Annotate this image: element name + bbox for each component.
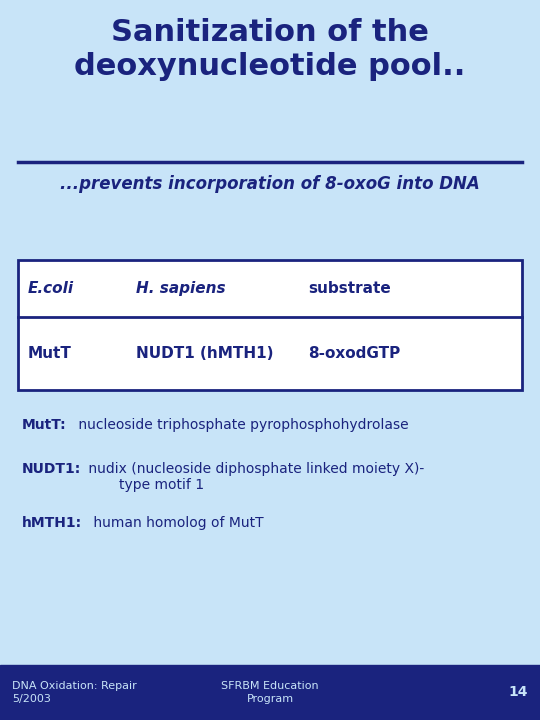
Text: MutT: MutT	[28, 346, 72, 361]
Text: nucleoside triphosphate pyrophosphohydrolase: nucleoside triphosphate pyrophosphohydro…	[74, 418, 409, 432]
Text: 14: 14	[509, 685, 528, 700]
Text: human homolog of MutT: human homolog of MutT	[89, 516, 264, 530]
Text: 8-oxodGTP: 8-oxodGTP	[308, 346, 400, 361]
Text: H. sapiens: H. sapiens	[136, 281, 226, 296]
Text: type motif 1: type motif 1	[84, 478, 204, 492]
Text: MutT:: MutT:	[22, 418, 66, 432]
Text: Sanitization of the
deoxynucleotide pool..: Sanitization of the deoxynucleotide pool…	[75, 18, 465, 81]
Text: NUDT1:: NUDT1:	[22, 462, 81, 476]
Text: nudix (nucleoside diphosphate linked moiety X)-: nudix (nucleoside diphosphate linked moi…	[84, 462, 424, 476]
Text: SFRBM Education
Program: SFRBM Education Program	[221, 681, 319, 704]
Text: E.coli: E.coli	[28, 281, 74, 296]
Text: hMTH1:: hMTH1:	[22, 516, 82, 530]
Text: substrate: substrate	[308, 281, 391, 296]
Bar	[0, 665, 540, 720]
Bar	[18, 260, 522, 390]
Text: DNA Oxidation: Repair
5/2003: DNA Oxidation: Repair 5/2003	[12, 681, 137, 704]
Text: NUDT1 (hMTH1): NUDT1 (hMTH1)	[136, 346, 273, 361]
Text: ...prevents incorporation of 8-oxoG into DNA: ...prevents incorporation of 8-oxoG into…	[60, 175, 480, 193]
